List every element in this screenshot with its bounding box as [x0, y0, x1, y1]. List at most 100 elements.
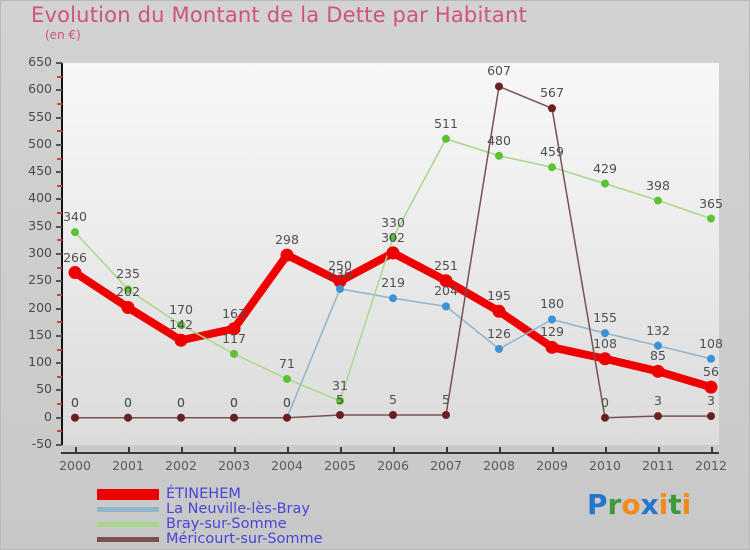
y-axis-label: 600: [28, 81, 52, 97]
y-axis-label: 200: [28, 299, 52, 315]
y-tick-minor: [57, 321, 62, 324]
data-point: [598, 352, 612, 366]
data-point: [545, 340, 559, 354]
y-tick-major: [56, 416, 62, 419]
data-point: [601, 413, 609, 422]
x-tick: [711, 447, 713, 454]
x-axis-label: 2012: [695, 458, 727, 473]
data-point: [336, 410, 344, 419]
chart-legend: ÉTINEHEM La Neuville-lès-Bray Bray-sur-Som…: [97, 487, 323, 547]
legend-label: Bray-sur-Somme: [166, 516, 287, 532]
data-point: [389, 233, 397, 242]
data-point: [71, 228, 79, 237]
x-tick: [75, 447, 77, 454]
y-axis-label: 500: [28, 135, 52, 151]
proxiti-logo[interactable]: Proxiti: [587, 488, 691, 521]
data-point: [71, 413, 79, 422]
x-tick: [499, 447, 501, 454]
data-point: [707, 214, 715, 223]
data-point: [230, 413, 238, 422]
page-title: Evolution du Montant de la Dette par Hab…: [31, 3, 527, 27]
x-tick: [552, 447, 554, 454]
y-tick-minor: [57, 184, 62, 187]
y-axis-label: 150: [28, 326, 52, 342]
data-point: [601, 179, 609, 188]
y-axis-label: 650: [28, 54, 52, 69]
y-tick-minor: [57, 212, 62, 215]
data-point: [654, 412, 662, 421]
data-point: [280, 248, 294, 262]
data-point: [68, 266, 82, 280]
y-tick-major: [56, 362, 62, 365]
y-axis-label: 0: [44, 408, 52, 424]
legend-swatch: [97, 507, 159, 512]
data-point: [601, 329, 609, 338]
data-point: [704, 380, 718, 394]
x-axis-label: 2009: [536, 458, 568, 473]
x-tick: [128, 447, 130, 454]
y-tick-major: [56, 253, 62, 255]
y-tick-major: [56, 89, 62, 92]
y-tick-major: [56, 334, 62, 337]
y-tick-major: [56, 444, 62, 446]
legend-item-4[interactable]: Méricourt-sur-Somme: [97, 532, 323, 547]
x-tick: [393, 447, 395, 454]
y-axis-label: 450: [28, 163, 52, 179]
x-tick: [658, 447, 660, 454]
legend-swatch: [97, 537, 159, 542]
legend-item-2[interactable]: La Neuville-lès-Bray: [97, 502, 323, 517]
x-axis-label: 2000: [59, 458, 91, 473]
legend-item-3[interactable]: Bray-sur-Somme: [97, 517, 323, 532]
y-tick-major: [56, 307, 62, 310]
data-point: [174, 333, 188, 347]
logo-letter: P: [587, 488, 608, 521]
chart-subtitle: (en €): [45, 28, 81, 42]
legend-label: ÉTINEHEM: [166, 486, 241, 502]
data-point: [121, 300, 135, 314]
data-point: [389, 294, 397, 303]
data-point: [227, 322, 241, 336]
legend-swatch: [97, 522, 159, 527]
data-point: [495, 151, 503, 160]
x-axis-label: 2006: [377, 458, 409, 473]
y-tick-minor: [57, 239, 62, 242]
y-tick-major: [56, 171, 62, 174]
data-point: [492, 304, 506, 318]
data-point: [439, 274, 453, 288]
y-axis-label: 550: [28, 108, 52, 124]
legend-label: La Neuville-lès-Bray: [166, 501, 310, 517]
y-axis-label: 250: [28, 272, 52, 288]
y-tick-minor: [57, 102, 62, 105]
logo-letter: i: [658, 488, 669, 521]
legend-item-1[interactable]: ÉTINEHEM: [97, 487, 323, 502]
data-point: [124, 285, 132, 294]
x-tick: [605, 447, 607, 454]
x-axis-label: 2001: [112, 458, 144, 473]
y-axis: [61, 63, 63, 445]
data-point: [283, 413, 291, 422]
y-tick-minor: [57, 75, 62, 78]
y-tick-major: [56, 62, 62, 64]
data-point: [495, 82, 503, 91]
legend-swatch: [97, 489, 159, 500]
data-point: [386, 246, 400, 260]
y-tick-minor: [57, 375, 62, 378]
x-tick: [340, 447, 342, 454]
y-tick-major: [56, 389, 62, 392]
series-line: [71, 248, 715, 392]
y-tick-minor: [57, 130, 62, 133]
y-tick-minor: [57, 403, 62, 406]
y-axis-label: 350: [28, 217, 52, 233]
y-tick-major: [56, 143, 62, 146]
data-point: [283, 374, 291, 383]
y-tick-minor: [57, 266, 62, 269]
y-tick-major: [56, 225, 62, 228]
x-axis-label: 2005: [324, 458, 356, 473]
data-point: [495, 344, 503, 353]
x-axis-label: 2011: [642, 458, 674, 473]
data-point: [654, 341, 662, 350]
y-tick-minor: [57, 157, 62, 160]
logo-letter: i: [681, 488, 692, 521]
y-axis-label: 300: [28, 245, 52, 260]
